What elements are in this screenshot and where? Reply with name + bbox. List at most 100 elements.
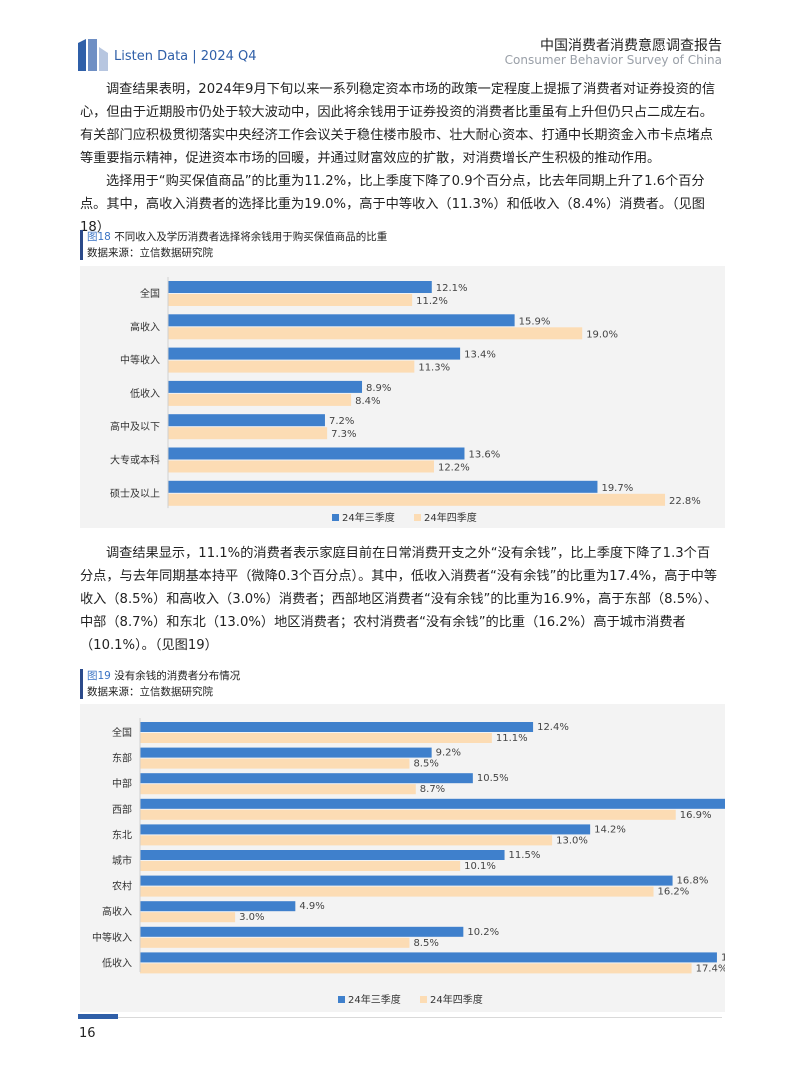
bar (140, 937, 410, 948)
bar (140, 952, 717, 963)
bar (168, 460, 434, 473)
data-label: 19.0% (586, 329, 618, 340)
category-label: 低收入 (102, 956, 132, 969)
data-label: 7.2% (329, 416, 354, 427)
data-label: 14.2% (594, 824, 626, 835)
bar (140, 875, 673, 886)
data-label: 15.9% (519, 316, 551, 327)
figure19-source: 数据来源：立信数据研究院 (87, 686, 213, 698)
data-label: 10.5% (477, 773, 509, 784)
legend-swatch (414, 514, 421, 521)
category-label: 低收入 (130, 387, 160, 400)
category-label: 中部 (112, 777, 132, 790)
page-header: Listen Data | 2024 Q4 中国消费者消费意愿调查报告 Cons… (0, 0, 800, 71)
bar (140, 758, 410, 769)
category-label: 全国 (112, 726, 132, 739)
bar (168, 314, 515, 327)
data-label: 8.7% (420, 784, 445, 795)
category-label: 大专或本科 (110, 454, 160, 467)
bar (168, 294, 413, 306)
paragraph-capital-market: 有关部门应积极贯彻落实中央经济工作会议关于稳住楼市股市、壮大耐心资本、打通中长期… (80, 128, 713, 166)
category-label: 东部 (112, 752, 132, 765)
bar (168, 393, 352, 406)
legend-swatch (332, 514, 339, 521)
data-label: 22.8% (669, 496, 701, 507)
page-number: 16 (79, 1026, 96, 1041)
data-label: 3.0% (239, 912, 264, 923)
figure-accent-bar (80, 230, 83, 260)
data-label: 4.9% (299, 901, 324, 912)
data-label: 13.0% (556, 835, 588, 846)
bar (140, 912, 236, 923)
paragraph-value-goods: 选择用于“购买保值商品”的比重为11.2%，比上季度下降了0.9个百分点，比去年… (80, 174, 705, 235)
data-label: 16.2% (658, 887, 690, 898)
footer-accent-bar (78, 1014, 118, 1019)
bar (140, 926, 464, 937)
bar (168, 427, 328, 440)
bar (140, 963, 692, 974)
data-label: 12.4% (537, 722, 569, 733)
data-label: 11.5% (509, 850, 541, 861)
category-label: 西部 (112, 803, 132, 816)
figure19-number: 图19 (87, 670, 111, 682)
figure18-number: 图18 (87, 231, 111, 243)
category-label: 中等收入 (92, 931, 132, 944)
data-label: 8.4% (355, 396, 380, 407)
report-title: 中国消费者消费意愿调查报告 (540, 38, 722, 54)
bar (140, 784, 416, 795)
legend-label: 24年四季度 (430, 993, 483, 1006)
report-subtitle: Consumer Behavior Survey of China (504, 53, 722, 67)
footer-divider (78, 1017, 722, 1018)
data-label: 12.1% (436, 283, 468, 294)
data-label: 16.8% (677, 876, 709, 887)
data-label: 18.2% (721, 952, 725, 963)
figure19-chart: 全国12.4%11.1%东部9.2%8.5%中部10.5%8.7%西部18.8%… (80, 704, 725, 1012)
bar (168, 347, 461, 360)
legend-swatch (338, 996, 345, 1003)
bar (140, 824, 591, 835)
legend-label: 24年三季度 (342, 511, 395, 524)
bar (168, 380, 363, 393)
brand-logo-icon (78, 39, 108, 71)
bar (168, 327, 583, 340)
data-label: 16.9% (680, 810, 712, 821)
chart-svg: 全国 12.1% 11.2% 高收入 15.9% 19.0% 中等收入 13.4% 11.3% 低… (110, 277, 701, 524)
bar (140, 733, 492, 743)
data-label: 17.4% (696, 963, 725, 974)
figure18-chart: 全国 12.1% 11.2% 高收入 15.9% 19.0% 中等收入 13.4% 11.3% 低… (80, 266, 725, 528)
bar (168, 360, 415, 373)
data-label: 12.2% (438, 463, 470, 474)
bar (168, 281, 432, 293)
figure-accent-bar (80, 669, 83, 699)
data-label: 11.2% (416, 296, 448, 307)
data-label: 13.6% (468, 450, 500, 461)
data-label: 8.5% (413, 938, 438, 949)
category-label: 农村 (112, 880, 132, 893)
bar (140, 722, 534, 732)
legend-label: 24年三季度 (348, 993, 401, 1006)
category-label: 中等收入 (120, 354, 160, 367)
bar (140, 747, 432, 758)
figure18-title: 不同收入及学历消费者选择将余钱用于购买保值商品的比重 (114, 231, 388, 243)
category-label: 高收入 (130, 320, 160, 333)
figure19-title: 没有余钱的消费者分布情况 (114, 670, 241, 682)
data-label: 8.5% (413, 759, 438, 770)
bar (140, 901, 296, 912)
bar (140, 798, 725, 809)
bar (140, 809, 676, 820)
data-label: 8.9% (366, 383, 391, 394)
category-label: 硕士及以上 (110, 487, 160, 500)
bar (168, 414, 325, 427)
bar (140, 835, 553, 846)
figure18-source: 数据来源：立信数据研究院 (87, 247, 213, 259)
figure19-caption: 图19 没有余钱的消费者分布情况 (87, 668, 240, 683)
brand-name: Listen Data | 2024 Q4 (114, 49, 257, 64)
chart-svg: 全国12.4%11.1%东部9.2%8.5%中部10.5%8.7%西部18.8%… (92, 718, 725, 1006)
bar (168, 447, 465, 460)
paragraph-securities: 调查结果表明，2024年9月下旬以来一系列稳定资本市场的政策一定程度上提振了消费… (80, 82, 716, 120)
figure18-caption: 图18 不同收入及学历消费者选择将余钱用于购买保值商品的比重 (87, 229, 387, 244)
bar (140, 886, 654, 897)
category-label: 全国 (140, 287, 160, 300)
category-label: 高收入 (102, 905, 132, 918)
bar (168, 493, 666, 506)
